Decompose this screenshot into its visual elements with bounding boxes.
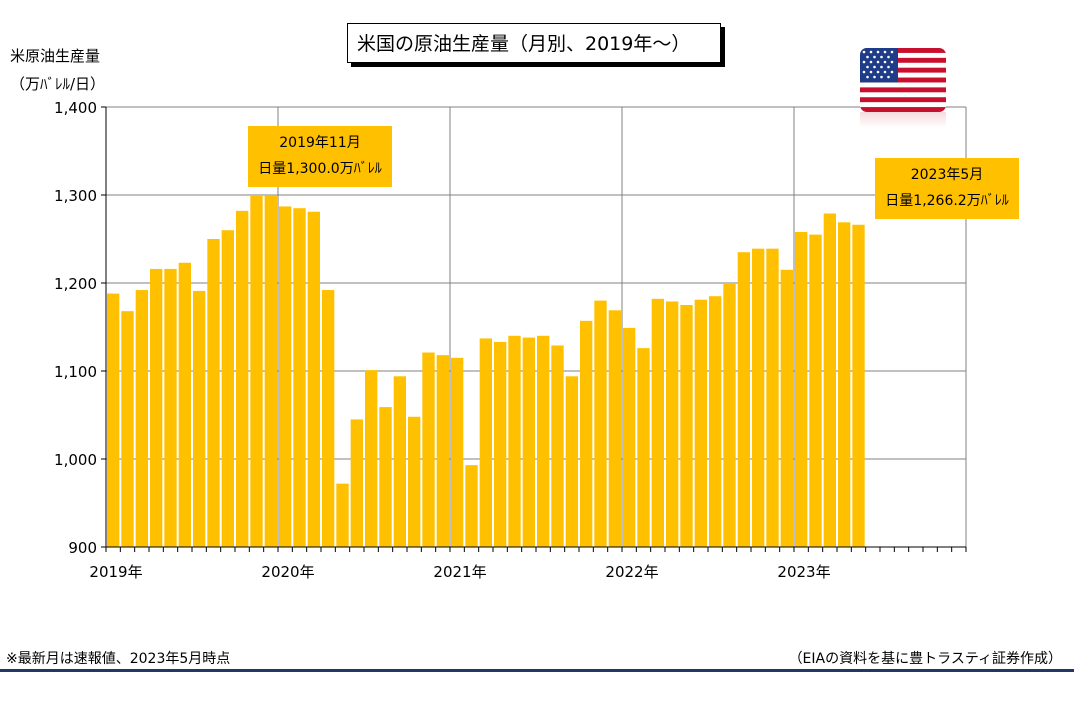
bar — [236, 210, 249, 547]
bar — [350, 419, 363, 547]
bar — [451, 357, 464, 547]
bar — [107, 293, 120, 547]
bar — [694, 299, 707, 547]
bar — [709, 296, 722, 547]
bar — [623, 327, 636, 547]
bar — [795, 231, 808, 547]
bar — [809, 234, 822, 547]
bar — [164, 268, 177, 547]
bar — [594, 300, 607, 547]
bar — [823, 213, 836, 548]
bar — [537, 335, 550, 547]
bar — [780, 269, 793, 547]
bar — [651, 298, 664, 547]
gridlines — [105, 106, 967, 548]
callout-latest-date: 2023年5月 — [910, 167, 984, 183]
callout-peak-date: 2019年11月 — [279, 135, 361, 151]
callout-peak: 2019年11月 日量1,300.0万ﾊﾞﾚﾙ — [248, 126, 392, 187]
bar — [551, 345, 564, 547]
flag-reflection — [860, 112, 946, 128]
bar — [723, 283, 736, 547]
x-tick-label: 2023年 — [777, 563, 830, 581]
bar — [322, 290, 335, 547]
source-note: （EIAの資料を基に豊トラスティ証券作成） — [788, 651, 1062, 667]
bar — [135, 290, 148, 547]
callout-latest: 2023年5月 日量1,266.2万ﾊﾞﾚﾙ — [875, 158, 1019, 219]
x-tick-label: 2019年 — [89, 563, 142, 581]
bar — [479, 338, 492, 547]
y-tick-labels: 900 1,000 1,100 1,200 1,300 1,400 — [54, 99, 97, 557]
bar — [178, 262, 191, 547]
us-flag-icon — [860, 48, 946, 112]
bar — [193, 290, 206, 547]
bar — [264, 195, 277, 547]
bar — [393, 376, 406, 547]
bar — [336, 483, 349, 547]
bottom-rule — [0, 669, 1074, 672]
bar — [494, 341, 507, 547]
bar — [279, 206, 292, 547]
y-tick-label: 1,100 — [54, 363, 97, 381]
bar — [436, 355, 449, 547]
y-axis-label-line2: （万ﾊﾞﾚﾙ/日） — [10, 75, 106, 93]
bar — [307, 211, 320, 547]
x-tick-label: 2021年 — [433, 563, 486, 581]
bar — [666, 301, 679, 547]
bar — [379, 407, 392, 547]
y-tick-label: 1,300 — [54, 187, 97, 205]
y-tick-label: 1,000 — [54, 451, 97, 469]
x-tick-label: 2020年 — [261, 563, 314, 581]
bar — [150, 268, 163, 547]
bar — [752, 248, 765, 547]
bar — [207, 239, 220, 547]
axes — [101, 106, 967, 552]
y-axis-label: 米原油生産量 （万ﾊﾞﾚﾙ/日） — [10, 42, 105, 98]
callout-peak-value: 日量1,300.0万ﾊﾞﾚﾙ — [258, 161, 382, 177]
chart-title: 米国の原油生産量（月別、2019年～） — [347, 23, 721, 63]
x-tick-labels: 2019年 2020年 2021年 2022年 2023年 — [89, 563, 830, 581]
callout-latest-value: 日量1,266.2万ﾊﾞﾚﾙ — [885, 193, 1009, 209]
bar — [408, 416, 421, 547]
x-tick-label: 2022年 — [605, 563, 658, 581]
y-tick-label: 1,200 — [54, 275, 97, 293]
bar — [838, 222, 851, 547]
bar — [250, 195, 263, 547]
bar — [422, 352, 435, 547]
bar — [766, 248, 779, 547]
y-axis-label-line1: 米原油生産量 — [10, 47, 101, 65]
bar — [608, 310, 621, 547]
bar — [121, 311, 134, 547]
bar — [580, 320, 593, 547]
bar — [680, 305, 693, 547]
bar-series — [107, 195, 865, 548]
bar — [508, 335, 521, 547]
footnote: ※最新月は速報値、2023年5月時点 — [6, 651, 231, 667]
bar — [565, 376, 578, 547]
bar — [365, 370, 378, 547]
bar — [737, 252, 750, 547]
bar — [522, 337, 535, 547]
y-tick-label: 900 — [68, 539, 97, 557]
bar — [465, 465, 478, 547]
bar — [637, 348, 650, 547]
y-tick-label: 1,400 — [54, 99, 97, 117]
bar — [293, 208, 306, 547]
bar — [221, 230, 234, 547]
bar — [852, 224, 865, 547]
